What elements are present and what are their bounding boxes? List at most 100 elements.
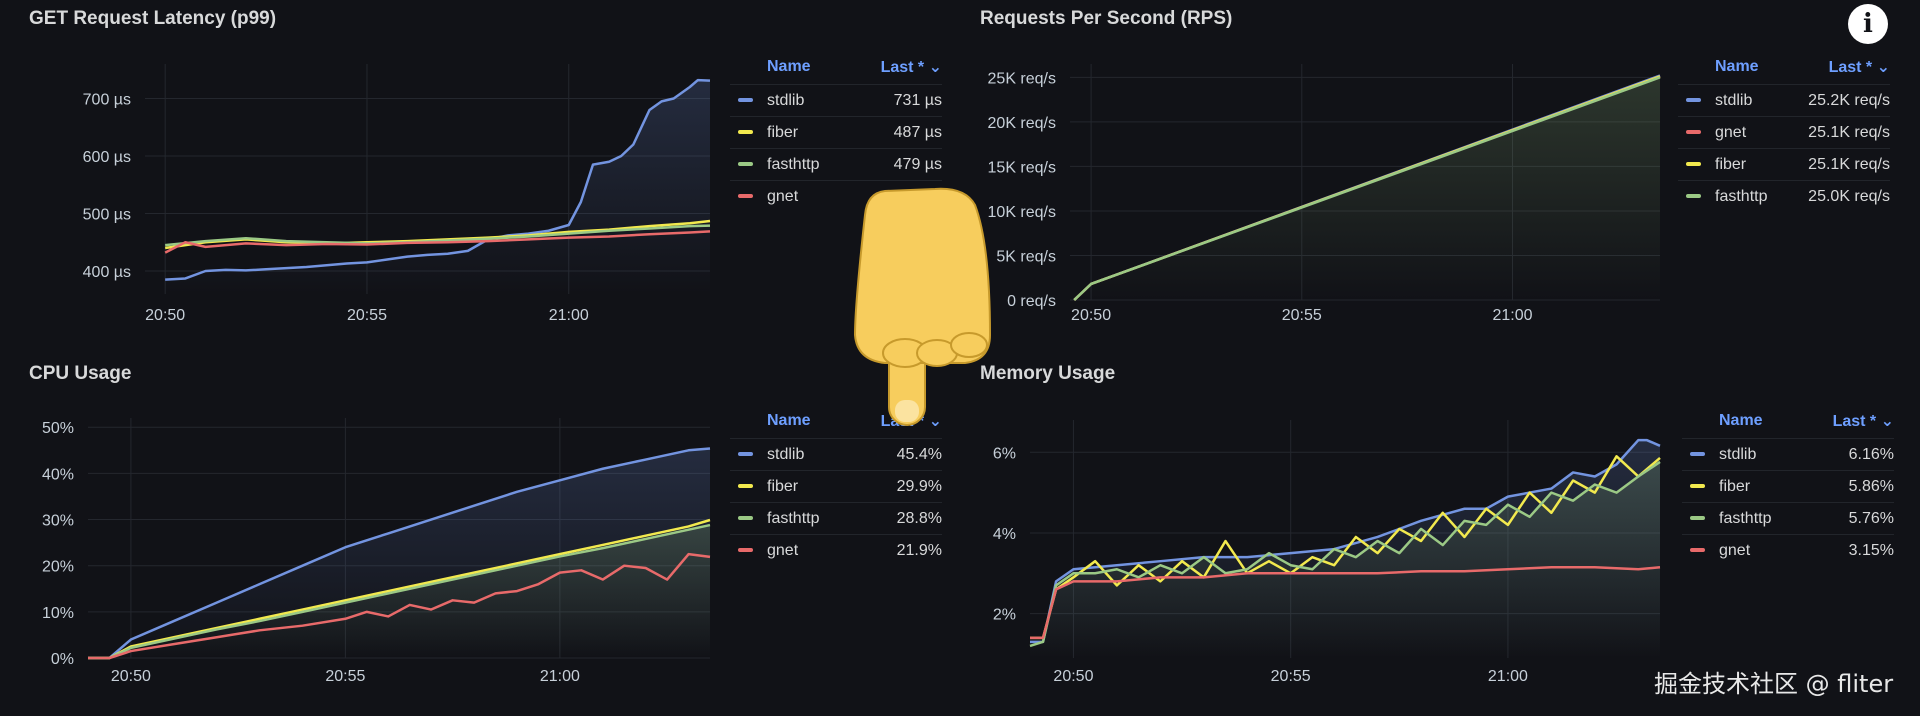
series-line-fasthttp <box>165 224 711 247</box>
legend-swatch <box>738 516 753 521</box>
y-tick-label: 50% <box>42 420 74 437</box>
legend-swatch <box>1690 548 1705 553</box>
legend-series-name: stdlib <box>767 445 805 463</box>
legend-last-value: 5.86% <box>1807 470 1894 503</box>
legend-last-value: 6.16% <box>1807 438 1894 471</box>
y-tick-label: 0 req/s <box>1007 293 1056 310</box>
legend-series-name: fasthttp <box>1719 509 1772 527</box>
legend-swatch <box>738 130 753 135</box>
series-line-stdlib <box>165 78 711 281</box>
legend-row-stdlib[interactable]: stdlib 45.4% <box>730 438 942 471</box>
x-tick-label: 20:55 <box>1282 307 1322 324</box>
series-line-fiber <box>1030 455 1661 640</box>
y-tick-label: 2% <box>993 607 1016 624</box>
series-line-gnet <box>164 230 711 254</box>
series-line-fasthttp <box>1029 460 1661 648</box>
legend-series-name: stdlib <box>1715 91 1753 109</box>
legend-swatch <box>1686 130 1701 135</box>
pointing-hand-icon <box>853 187 992 426</box>
y-tick-label: 10K req/s <box>988 204 1056 221</box>
legend-row-fasthttp[interactable]: fasthttp 479 µs <box>730 148 942 181</box>
series-line-fiber <box>88 518 711 660</box>
y-tick-label: 500 µs <box>83 207 131 224</box>
legend-swatch <box>738 162 753 167</box>
legend-row-fiber[interactable]: fiber 487 µs <box>730 116 942 149</box>
x-tick-label: 20:50 <box>145 307 185 324</box>
y-tick-label: 30% <box>42 513 74 530</box>
legend-swatch <box>738 194 753 199</box>
legend-row-gnet[interactable]: gnet 21.9% <box>730 534 942 566</box>
x-tick-label: 20:50 <box>111 668 151 685</box>
legend-last-value: 25.0K req/s <box>1788 180 1890 212</box>
legend-series-name: fasthttp <box>767 509 820 527</box>
legend-series-name: stdlib <box>1719 445 1757 463</box>
series-line-gnet <box>1030 565 1661 640</box>
legend-row-stdlib[interactable]: stdlib 731 µs <box>730 84 942 117</box>
legend-last-value: 487 µs <box>855 116 942 149</box>
legend-latency: Name Last * ⌄ stdlib 731 µs fiber 487 µs fasth… <box>730 56 942 212</box>
legend-name-header[interactable]: Name <box>1719 412 1763 429</box>
panel-title: Requests Per Second (RPS) <box>980 8 1233 29</box>
series-line-gnet <box>88 552 711 660</box>
y-tick-label: 20% <box>42 559 74 576</box>
y-tick-label: 25K req/s <box>988 70 1056 87</box>
legend-last-header[interactable]: Last * ⌄ <box>880 59 942 76</box>
watermark: 掘金技术社区 @ fliter <box>1654 670 1894 698</box>
series-line-stdlib <box>88 447 711 660</box>
legend-row-fiber[interactable]: fiber 5.86% <box>1682 470 1894 503</box>
legend-series-name: fiber <box>767 123 799 141</box>
info-icon[interactable]: i <box>1848 4 1888 44</box>
legend-name-header[interactable]: Name <box>767 58 811 75</box>
legend-swatch <box>1690 452 1705 457</box>
legend-series-name: gnet <box>767 187 799 205</box>
legend-swatch <box>738 484 753 489</box>
legend-last-value: 3.15% <box>1807 534 1894 566</box>
legend-row-gnet[interactable]: gnet 25.1K req/s <box>1678 116 1890 149</box>
legend-swatch <box>1690 516 1705 521</box>
legend-series-name: fiber <box>1719 477 1751 495</box>
legend-row-gnet[interactable]: gnet 3.15% <box>1682 534 1894 566</box>
series-area-fasthttp <box>1074 77 1660 300</box>
x-tick-label: 21:00 <box>540 668 580 685</box>
legend-row-fiber[interactable]: fiber 25.1K req/s <box>1678 148 1890 181</box>
legend-swatch <box>1686 98 1701 103</box>
legend-last-value: 479 µs <box>855 148 942 181</box>
x-tick-label: 20:55 <box>325 668 365 685</box>
legend-swatch <box>738 452 753 457</box>
legend-last-header[interactable]: Last * ⌄ <box>1832 413 1894 430</box>
y-tick-label: 5K req/s <box>996 248 1056 265</box>
legend-last-value: 731 µs <box>855 84 942 117</box>
legend-series-name: gnet <box>1715 123 1747 141</box>
legend-name-header[interactable]: Name <box>767 412 811 429</box>
y-tick-label: 700 µs <box>83 92 131 109</box>
legend-last-value: 25.2K req/s <box>1788 84 1890 117</box>
legend-row-fasthttp[interactable]: fasthttp 28.8% <box>730 502 942 535</box>
legend-row-stdlib[interactable]: stdlib 6.16% <box>1682 438 1894 471</box>
legend-last-header[interactable]: Last * ⌄ <box>1828 59 1890 76</box>
y-tick-label: 40% <box>42 466 74 483</box>
panel-title: GET Request Latency (p99) <box>29 8 277 29</box>
legend-name-header[interactable]: Name <box>1715 58 1759 75</box>
legend-row-fasthttp[interactable]: fasthttp 25.0K req/s <box>1678 180 1890 212</box>
y-tick-label: 20K req/s <box>988 115 1056 132</box>
legend-rps: Name Last * ⌄ stdlib 25.2K req/s gnet 25.1K r… <box>1678 56 1890 212</box>
legend-series-name: fiber <box>767 477 799 495</box>
y-tick-label: 10% <box>42 605 74 622</box>
x-tick-label: 21:00 <box>1488 668 1528 685</box>
legend-row-stdlib[interactable]: stdlib 25.2K req/s <box>1678 84 1890 117</box>
panel-rps: Requests Per Second (RPS) <box>980 8 1900 348</box>
legend-row-fasthttp[interactable]: fasthttp 5.76% <box>1682 502 1894 535</box>
legend-last-value: 28.8% <box>855 502 942 535</box>
legend-row-fiber[interactable]: fiber 29.9% <box>730 470 942 503</box>
legend-last-value: 45.4% <box>855 438 942 471</box>
panel-title: Memory Usage <box>980 363 1116 384</box>
panel-title: CPU Usage <box>29 363 132 384</box>
legend-last-value: 21.9% <box>855 534 942 566</box>
legend-last-value: 29.9% <box>855 470 942 503</box>
legend-series-name: fasthttp <box>1715 187 1768 205</box>
y-tick-label: 6% <box>993 445 1016 462</box>
x-tick-label: 20:50 <box>1053 668 1093 685</box>
